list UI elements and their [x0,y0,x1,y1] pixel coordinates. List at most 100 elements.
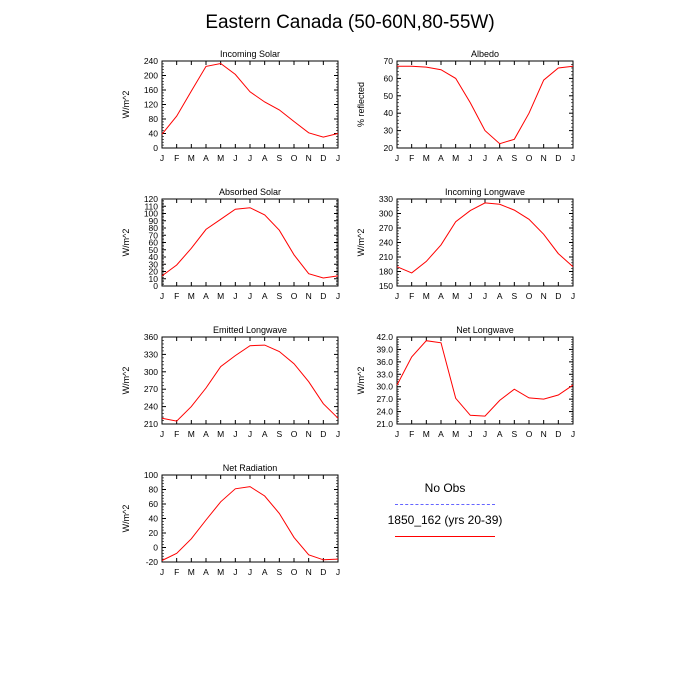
x-tick-label: A [203,291,209,301]
y-tick-label: 330 [144,349,158,359]
main-title: Eastern Canada (50-60N,80-55W) [205,12,495,33]
y-tick-label: 240 [379,238,393,248]
x-tick-label: N [541,429,547,439]
x-tick-label: J [233,567,237,577]
x-tick-label: J [248,429,252,439]
series-line-incoming-longwave [396,202,574,274]
y-tick-label: 160 [144,85,158,95]
x-tick-label: J [233,153,237,163]
x-tick-label: D [555,291,561,301]
y-tick-label: 180 [379,267,393,277]
y-tick-label: 40 [149,514,159,524]
x-tick-label: A [262,567,268,577]
plot-frame [396,60,574,149]
y-tick-label: 360 [144,332,158,342]
y-tick-label: 100 [144,209,158,219]
x-tick-label: F [174,153,179,163]
plot-frame [396,198,574,287]
x-tick-label: F [409,153,414,163]
series-line-net-radiation [161,486,339,561]
y-tick-label: 27.0 [376,394,393,404]
series-line-net-longwave [396,340,574,417]
x-tick-label: M [188,291,195,301]
x-tick-label: A [497,429,503,439]
x-tick-label: J [571,429,575,439]
y-tick-label: 42.0 [376,332,393,342]
y-tick-label: 20 [384,143,394,153]
x-tick-label: N [306,429,312,439]
x-tick-label: D [320,567,326,577]
x-tick-label: J [571,291,575,301]
y-tick-label: 10 [149,274,159,284]
x-tick-label: M [217,567,224,577]
y-axis-label: W/m^2 [356,367,366,395]
x-tick-label: J [336,291,340,301]
x-tick-label: O [291,567,298,577]
x-tick-label: S [276,429,282,439]
x-tick-label: S [276,153,282,163]
x-tick-label: J [160,567,164,577]
y-tick-label: 110 [144,201,158,211]
panel-incoming-longwave: Incoming Longwave W/m^2 150 180 210 240 270 300… [356,187,575,301]
y-tick-label: 0 [153,281,158,291]
y-tick-label: 50 [149,245,159,255]
x-tick-label: M [217,153,224,163]
x-tick-label: J [336,153,340,163]
y-tick-label: 40 [149,129,159,139]
x-tick-label: S [276,567,282,577]
y-tick-label: 300 [379,209,393,219]
x-tick-label: A [438,429,444,439]
plot-frame [161,198,339,287]
x-tick-label: M [452,291,459,301]
x-tick-label: J [160,291,164,301]
y-tick-label: 21.0 [376,419,393,429]
panel-title: Absorbed Solar [219,187,281,197]
x-tick-label: M [217,429,224,439]
x-tick-label: M [188,153,195,163]
y-tick-label: 210 [144,419,158,429]
y-tick-label: 60 [149,499,159,509]
y-tick-label: 0 [153,543,158,553]
y-tick-label: 150 [379,281,393,291]
y-tick-label: 80 [149,114,159,124]
series-line-incoming-solar [161,62,339,138]
x-tick-label: O [526,429,533,439]
x-tick-label: F [174,429,179,439]
x-tick-label: F [174,291,179,301]
x-tick-label: A [203,429,209,439]
y-axis-label: W/m^2 [121,505,131,533]
x-tick-label: O [291,153,298,163]
y-tick-label: 70 [384,56,394,66]
x-tick-label: O [291,429,298,439]
x-tick-label: A [438,153,444,163]
x-tick-label: N [306,153,312,163]
y-tick-label: 100 [144,470,158,480]
x-tick-label: A [262,153,268,163]
x-tick-label: J [160,429,164,439]
panel-emitted-longwave: Emitted Longwave W/m^2 210 240 270 300 330 360 J… [121,325,340,439]
y-tick-label: 60 [149,238,159,248]
x-tick-label: J [233,291,237,301]
x-tick-label: J [233,429,237,439]
y-tick-label: 20 [149,267,159,277]
x-tick-label: F [409,429,414,439]
x-tick-label: D [320,153,326,163]
x-tick-label: J [336,429,340,439]
y-tick-label: -20 [146,557,159,567]
x-tick-label: J [468,153,472,163]
x-tick-label: N [306,567,312,577]
x-tick-label: J [468,291,472,301]
y-tick-label: 120 [144,100,158,110]
y-tick-label: 60 [384,73,394,83]
x-tick-label: S [511,153,517,163]
x-tick-label: N [541,153,547,163]
series-line-absorbed-solar [161,207,339,279]
x-tick-label: N [306,291,312,301]
panel-title: Albedo [471,49,499,59]
panel-title: Net Longwave [456,325,514,335]
y-tick-label: 80 [149,223,159,233]
x-tick-label: F [409,291,414,301]
